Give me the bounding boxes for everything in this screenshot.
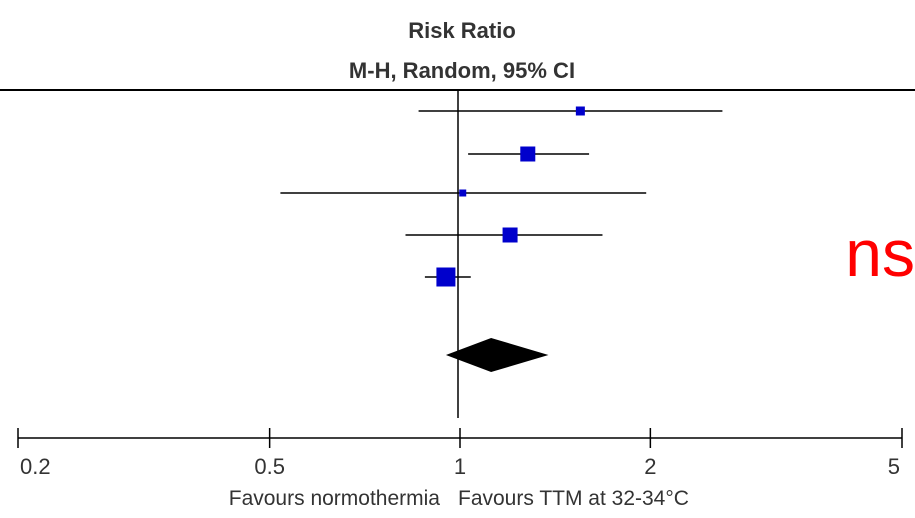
favours-right-label: Favours TTM at 32-34°C bbox=[458, 487, 689, 510]
study-point-estimate bbox=[436, 267, 456, 287]
x-tick-label: 5 bbox=[888, 454, 900, 479]
study-point-estimate bbox=[575, 106, 585, 116]
x-axis-ticks: 0.2 0.5 1 2 5 bbox=[17, 428, 903, 479]
study-rows bbox=[280, 106, 723, 287]
x-tick-label: 2 bbox=[644, 454, 656, 479]
ns-annotation: ns bbox=[845, 216, 915, 290]
study-point-estimate bbox=[520, 146, 536, 162]
column-header-title: Risk Ratio bbox=[408, 18, 516, 43]
pooled-estimate bbox=[445, 338, 549, 372]
x-tick-label: 0.2 bbox=[20, 454, 51, 479]
favours-left-label: Favours normothermia bbox=[229, 487, 441, 510]
x-tick-label: 1 bbox=[454, 454, 466, 479]
x-tick-label: 0.5 bbox=[254, 454, 285, 479]
study-point-estimate bbox=[502, 227, 518, 243]
column-header-subtitle: M-H, Random, 95% CI bbox=[349, 58, 575, 83]
pooled-diamond bbox=[445, 338, 549, 372]
study-point-estimate bbox=[459, 189, 467, 197]
